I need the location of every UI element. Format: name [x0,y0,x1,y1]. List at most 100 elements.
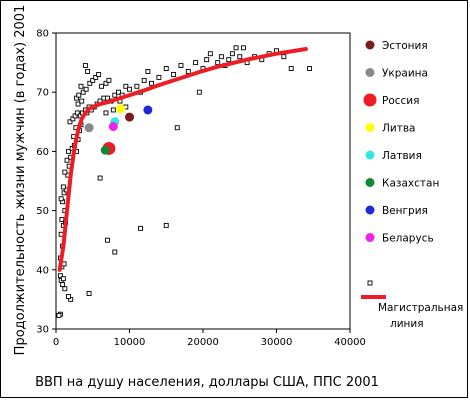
legend-label: Украина [382,68,428,80]
plot-area-border [55,32,351,330]
data-point [163,66,169,71]
data-point [240,45,246,51]
legend-label-trend-line2: линия [390,318,424,330]
data-point [57,273,63,279]
data-point [116,89,121,95]
data-point [74,110,80,116]
data-point [96,71,102,77]
data-point [226,57,232,63]
data-point [134,83,140,89]
legend-label: Венгрия [382,205,428,217]
trend-line-group [57,47,308,272]
ticks: 0 10000 20000 30000 40000 30 40 50 60 70 80 [36,29,366,349]
data-point [58,196,64,202]
data-point [171,71,177,77]
data-point [145,69,151,74]
data-point [76,92,82,98]
data-point [174,125,180,131]
x-axis-title: ВВП на душу населения, доллары США, ППС … [35,375,379,390]
data-point [93,74,99,80]
legend-marker [365,233,375,242]
data-point [138,225,143,231]
axes [55,32,351,330]
data-point [149,80,155,86]
data-point [60,282,66,288]
data-point [87,80,93,86]
data-point [82,63,88,69]
data-point [103,80,109,86]
legend-marker [365,123,375,132]
x-tick-label: 40000 [334,337,366,348]
data-point [62,169,68,175]
data-point [156,74,162,80]
x-tick-label: 20000 [187,337,219,348]
legend-marker [365,40,375,50]
data-point [80,89,86,95]
legend-marker [365,205,375,215]
data-point [78,83,84,89]
x-tick-label: 30000 [261,337,293,348]
highlight-point [100,145,110,155]
y-tick-label: 40 [36,265,49,276]
legend-label-trend: Магистральная [378,302,463,314]
data-point [215,60,221,66]
data-point [104,237,110,243]
data-point [193,60,199,66]
y-tick-label: 80 [36,29,49,40]
data-point [85,69,91,74]
legend-label: Эстония [382,40,428,52]
data-point [106,77,112,83]
legend-marker [363,93,377,107]
data-point [307,66,313,71]
data-point [67,119,73,125]
scatter-points [56,45,313,318]
data-point [64,157,70,163]
legend-label: Литва [382,123,415,135]
data-point [97,175,103,181]
y-tick-label: 70 [36,88,49,99]
data-point [86,291,92,296]
data-point [99,83,105,89]
legend-marker [365,150,375,160]
legend-label: Латвия [382,150,422,162]
data-point [185,69,191,74]
data-point [204,57,210,63]
data-point [127,86,132,92]
data-point [59,217,65,222]
data-point [60,184,66,190]
data-point [123,83,129,89]
data-point [79,98,85,104]
data-point [178,63,184,69]
highlight-point [84,123,94,133]
y-axis-title: Продолжительность жизни мужчин (в годах)… [13,5,28,356]
legend-label: Казахстан [382,178,439,190]
legend-label: Беларусь [382,233,434,245]
data-point [56,312,62,318]
highlight-point [143,105,153,115]
data-point [233,45,239,51]
data-point [110,107,116,113]
highlight-point [108,122,118,132]
data-point [112,249,118,255]
y-tick-label: 30 [36,325,49,336]
x-tick-label: 10000 [114,337,146,348]
data-point [218,54,224,60]
data-point [90,77,96,83]
y-tick-label: 60 [36,147,49,158]
data-point [207,51,213,57]
highlight-point [116,104,126,114]
trend-line [57,47,308,272]
y-tick-label: 50 [36,206,49,217]
legend: Эстония Украина Россия Литва Латвия Казахстан… [361,40,463,330]
data-point [196,89,202,95]
highlighted-points [84,104,153,155]
legend-marker-others [367,280,373,286]
data-point [60,276,66,282]
data-point [288,66,294,71]
data-point [141,77,147,83]
data-point [281,54,287,60]
data-point [103,110,109,116]
data-point [237,54,243,60]
